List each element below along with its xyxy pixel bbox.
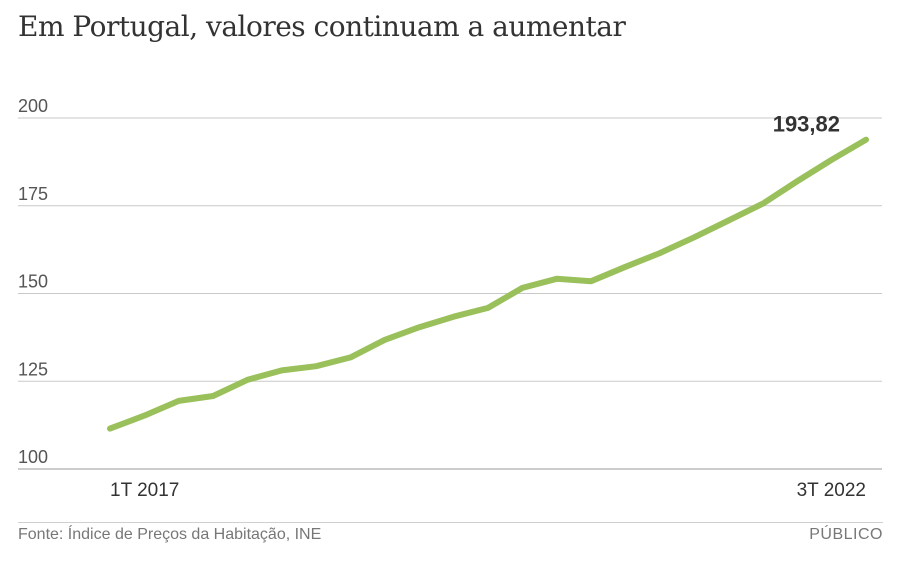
brand-logo-text: PÚBLICO xyxy=(809,526,883,543)
y-tick-label: 200 xyxy=(18,96,48,116)
y-tick-label: 100 xyxy=(18,447,48,467)
footer-divider xyxy=(18,522,883,524)
y-tick-label: 175 xyxy=(18,184,48,204)
x-axis-start-label: 1T 2017 xyxy=(110,480,179,501)
y-tick-label: 125 xyxy=(18,359,48,379)
x-axis-end-label: 3T 2022 xyxy=(797,480,866,501)
line-chart: 200 175 150 125 100 1T 2017 3T 2022 193,82 xyxy=(18,96,882,501)
source-note: Fonte: Índice de Preços da Habitação, IN… xyxy=(18,526,322,543)
series-line xyxy=(107,136,869,432)
chart-title: Em Portugal, valores continuam a aumenta… xyxy=(18,10,626,43)
end-value-label: 193,82 xyxy=(773,112,840,137)
y-tick-label: 150 xyxy=(18,272,48,292)
